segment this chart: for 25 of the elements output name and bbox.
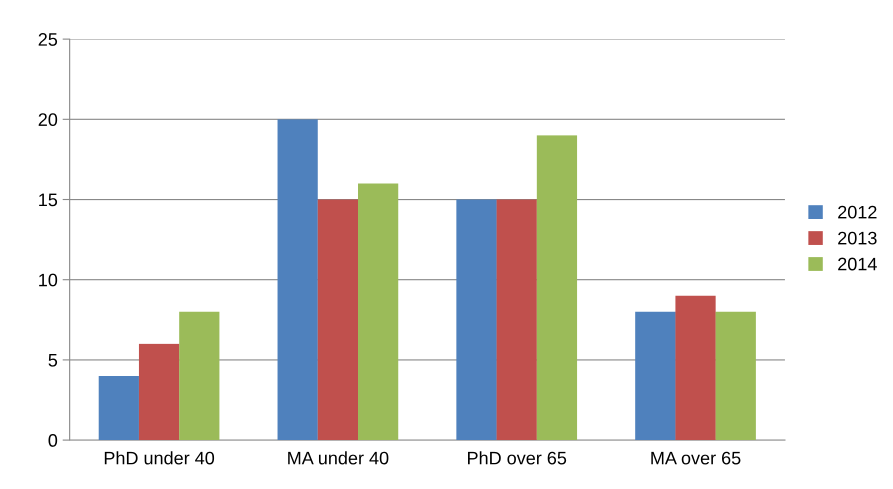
legend-label: 2014 [838,258,877,270]
y-tick-label: 20 [38,113,58,126]
x-tick-label: MA under 40 [288,451,388,464]
bar [138,344,180,440]
bar [318,200,358,440]
bar [536,135,578,440]
bar [278,119,318,440]
bar [496,200,537,440]
x-tick-label: PhD under 40 [104,451,214,464]
y-tick-label: 25 [38,33,58,46]
bar [635,312,676,440]
y-tick-label: 0 [48,434,58,447]
y-tick-label: 5 [48,354,58,367]
bar [456,200,497,440]
bar [179,312,220,440]
bar [98,376,139,440]
bar [675,296,716,440]
bar [716,312,756,440]
bar [358,183,398,440]
y-tick-label: 15 [39,194,58,206]
x-tick-label: PhD over 65 [468,451,566,464]
x-tick-label: MA over 65 [651,452,740,464]
legend-label: 2012 [838,206,876,219]
legend-label: 2013 [838,232,877,245]
y-tick-label: 10 [39,274,58,286]
